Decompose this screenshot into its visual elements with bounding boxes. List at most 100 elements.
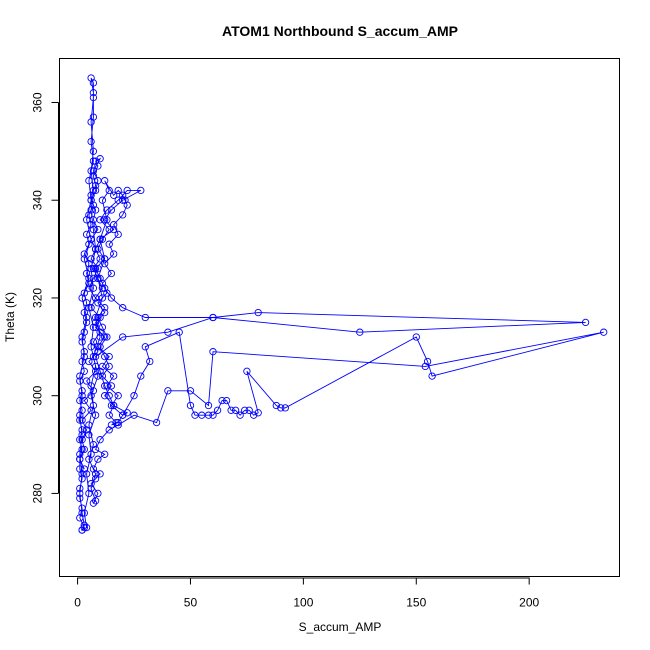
data-point [87, 264, 95, 273]
data-point [78, 426, 86, 434]
data-point [186, 387, 195, 395]
data-point [89, 352, 98, 361]
data-point [85, 284, 93, 292]
series-line [79, 77, 604, 532]
data-point [87, 484, 95, 493]
data-point [277, 404, 285, 412]
data-point [101, 216, 109, 224]
data-point [245, 406, 253, 414]
data-point [119, 304, 127, 312]
data-point [107, 294, 116, 302]
data-point [96, 235, 104, 243]
data-point [91, 352, 100, 361]
data-point [103, 216, 111, 224]
data-point [103, 289, 111, 297]
data-point [94, 162, 102, 170]
data-point [80, 509, 88, 517]
data-point [103, 206, 111, 214]
data-point [91, 497, 100, 505]
data-point [91, 323, 100, 331]
data-point [98, 294, 107, 302]
data-point [114, 418, 122, 427]
data-point [94, 245, 102, 253]
data-point [87, 137, 95, 146]
data-point [107, 206, 116, 214]
data-point [101, 450, 109, 458]
data-point [82, 230, 91, 239]
data-point [91, 245, 100, 253]
data-point [76, 450, 84, 458]
data-point [137, 372, 145, 380]
data-point [89, 284, 98, 292]
data-point [130, 411, 138, 419]
data-point [89, 264, 98, 273]
data-point [96, 436, 104, 444]
data-point [123, 201, 131, 209]
data-point [103, 382, 111, 390]
data-point [87, 118, 95, 126]
data-point [87, 343, 95, 351]
data-point [89, 387, 98, 395]
data-point [112, 418, 120, 427]
data-point [76, 489, 84, 498]
data-point [87, 392, 95, 400]
data-point [94, 372, 102, 380]
data-point [78, 406, 86, 414]
data-point [89, 167, 98, 175]
data-point [80, 348, 88, 356]
data-point [121, 196, 129, 204]
data-point [80, 445, 88, 454]
data-point [80, 352, 88, 361]
data-point [98, 235, 107, 243]
y-tick-label: 340 [31, 190, 45, 210]
data-point [101, 392, 109, 400]
data-point [209, 348, 217, 356]
data-point [105, 411, 113, 419]
data-point [96, 470, 104, 478]
data-point [76, 396, 84, 405]
data-point [82, 269, 91, 278]
data-point [89, 79, 98, 87]
data-point [110, 250, 118, 258]
x-tick-label: 100 [293, 596, 313, 610]
data-point [82, 523, 91, 532]
data-point [78, 509, 86, 517]
x-axis-label: S_accum_AMP [299, 620, 382, 634]
data-point [76, 465, 84, 473]
data-point [87, 74, 95, 82]
series-layer [76, 74, 608, 534]
data-point [105, 240, 113, 248]
data-point [222, 396, 231, 405]
data-point [101, 255, 109, 263]
data-point [423, 357, 432, 366]
data-point [80, 255, 88, 263]
data-point [96, 313, 104, 322]
data-point [82, 216, 91, 224]
data-point [209, 411, 217, 419]
data-point [78, 526, 86, 534]
data-point [110, 401, 118, 410]
chart-title: ATOM1 Northbound S_accum_AMP [222, 23, 458, 39]
data-point [94, 313, 102, 322]
data-point [80, 367, 88, 375]
data-point [91, 475, 100, 483]
data-point [89, 440, 98, 449]
data-point [76, 436, 84, 444]
data-point [152, 418, 161, 427]
data-point [98, 284, 107, 292]
data-point [119, 333, 127, 341]
data-point [78, 504, 86, 512]
data-point [76, 514, 84, 522]
data-point [110, 221, 118, 229]
data-point [89, 465, 98, 473]
data-point [213, 406, 222, 414]
data-point [85, 260, 93, 268]
data-point [98, 279, 107, 287]
data-point [250, 411, 258, 419]
data-point [96, 333, 104, 341]
data-point [91, 181, 100, 190]
data-point [82, 318, 91, 327]
data-point [105, 352, 113, 361]
data-point [137, 186, 145, 195]
data-point [78, 470, 86, 478]
